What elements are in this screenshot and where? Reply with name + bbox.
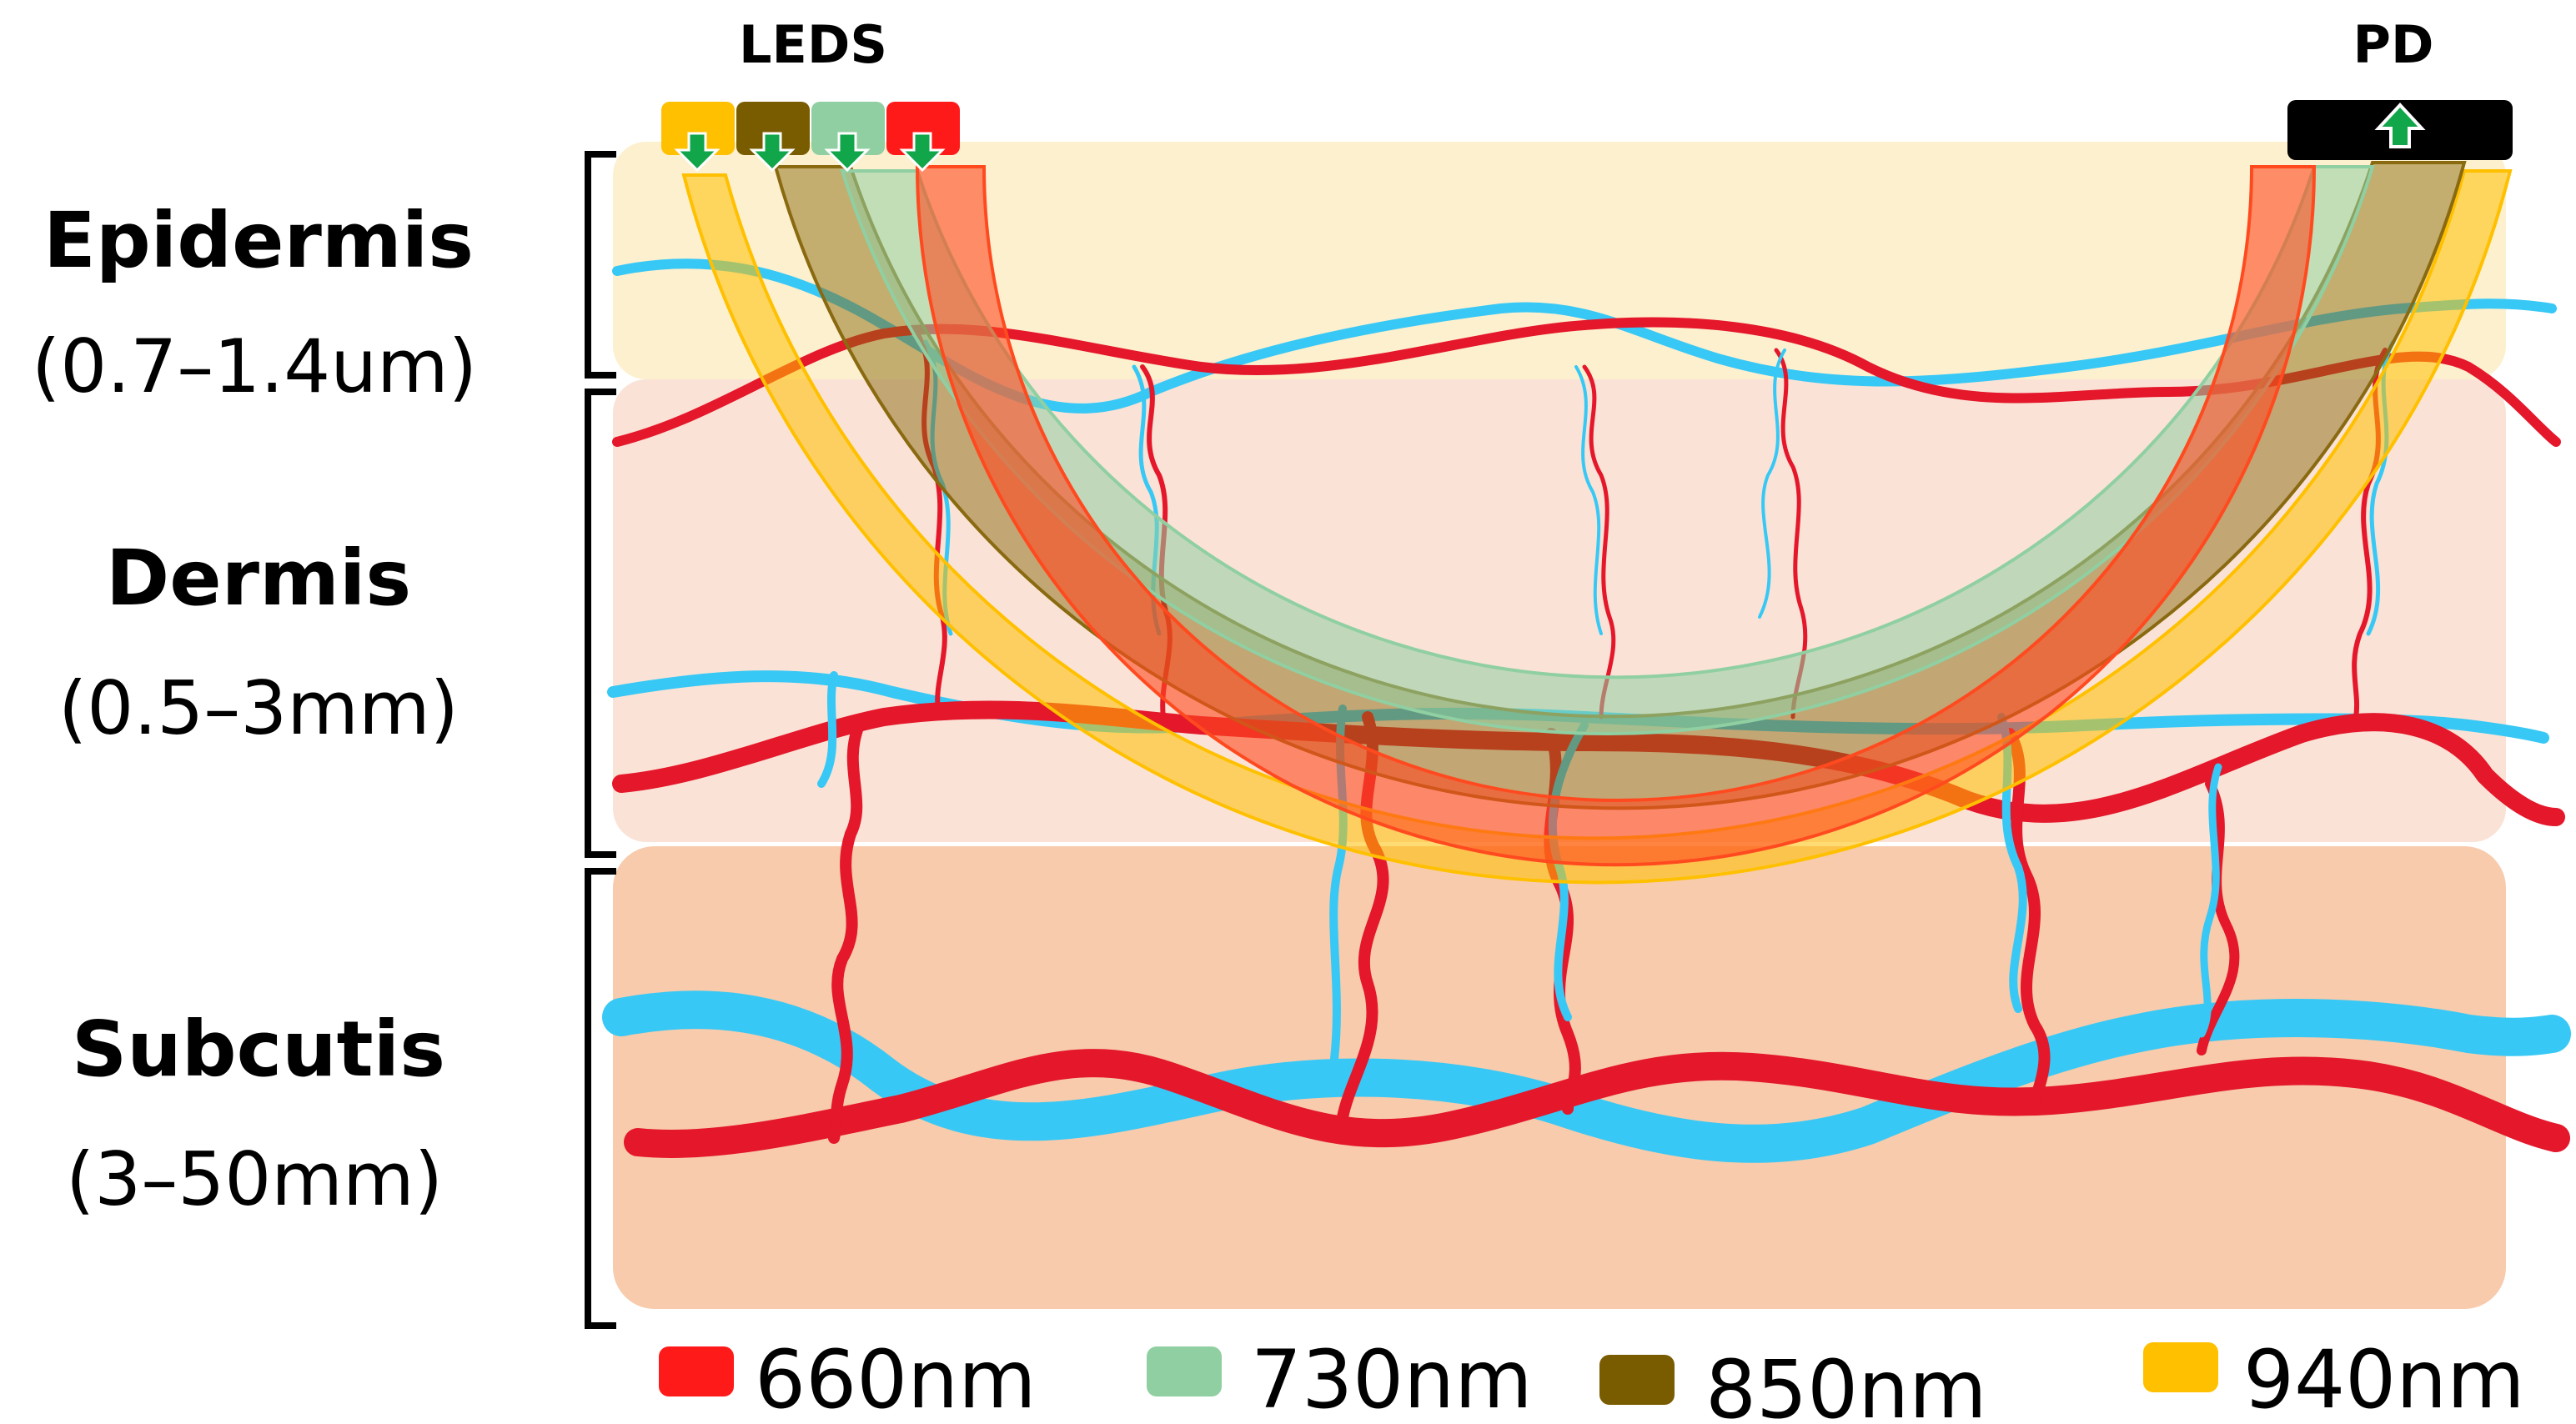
capillary-1-artery (828, 720, 865, 1144)
layer-brackets (585, 151, 616, 1329)
led-850nm (736, 102, 810, 155)
led-730nm (811, 102, 885, 155)
layer-name-epidermis: Epidermis (43, 196, 474, 285)
capillary-5-artery (2197, 779, 2240, 1055)
capillary-thin-3v (1574, 365, 1603, 635)
legend-item-850nm: 850nm (1599, 1343, 1987, 1424)
legend-label-660nm: 660nm (755, 1333, 1037, 1424)
leds-label: LEDS (739, 14, 887, 75)
photodetector (2287, 100, 2513, 160)
pd-label: PD (2353, 14, 2434, 75)
layer-labels: Epidermis (0.7–1.4um) Dermis (0.5–3mm) S… (32, 196, 477, 1222)
light-path-660nm (915, 165, 2317, 867)
bracket-subcutis (585, 868, 616, 1329)
down-arrow-icon (674, 132, 946, 173)
layer-range-subcutis: (3–50mm) (66, 1136, 443, 1222)
bracket-dermis (585, 389, 616, 858)
legend-swatch-850nm (1599, 1355, 1675, 1405)
legend-swatch-660nm (659, 1346, 734, 1396)
light-path-940nm (681, 169, 2513, 885)
epidermis-band (613, 142, 2506, 379)
legend-swatch-940nm (2143, 1342, 2218, 1392)
legend-label-730nm: 730nm (1251, 1333, 1533, 1424)
layer-range-dermis: (0.5–3mm) (58, 665, 459, 751)
capillary-1-vein (817, 671, 838, 788)
layer-name-dermis: Dermis (106, 534, 411, 623)
legend-label-940nm: 940nm (2243, 1333, 2525, 1424)
up-arrow-icon (2374, 103, 2426, 148)
legend-item-730nm: 730nm (1147, 1333, 1533, 1424)
artery-deep (624, 1049, 2570, 1158)
capillary-thin-3 (1582, 364, 1616, 720)
bracket-epidermis (585, 151, 616, 379)
layer-name-subcutis: Subcutis (72, 1005, 445, 1094)
legend-swatch-730nm (1147, 1346, 1222, 1396)
light-path-730nm (840, 165, 2375, 735)
layer-range-epidermis: (0.7–1.4um) (32, 323, 477, 409)
capillary-thin-4v (1758, 348, 1786, 619)
wavelength-legend: 660nm 730nm 850nm 940nm (659, 1333, 2525, 1424)
led-660nm (886, 102, 960, 155)
led-array (661, 102, 960, 173)
light-paths (681, 161, 2513, 885)
capillary-5-vein (2197, 763, 2222, 1038)
legend-label-850nm: 850nm (1705, 1343, 1987, 1424)
legend-item-940nm: 940nm (2143, 1333, 2525, 1424)
capillary-4-artery (2004, 728, 2051, 1106)
led-940nm (661, 102, 735, 155)
legend-item-660nm: 660nm (659, 1333, 1037, 1424)
